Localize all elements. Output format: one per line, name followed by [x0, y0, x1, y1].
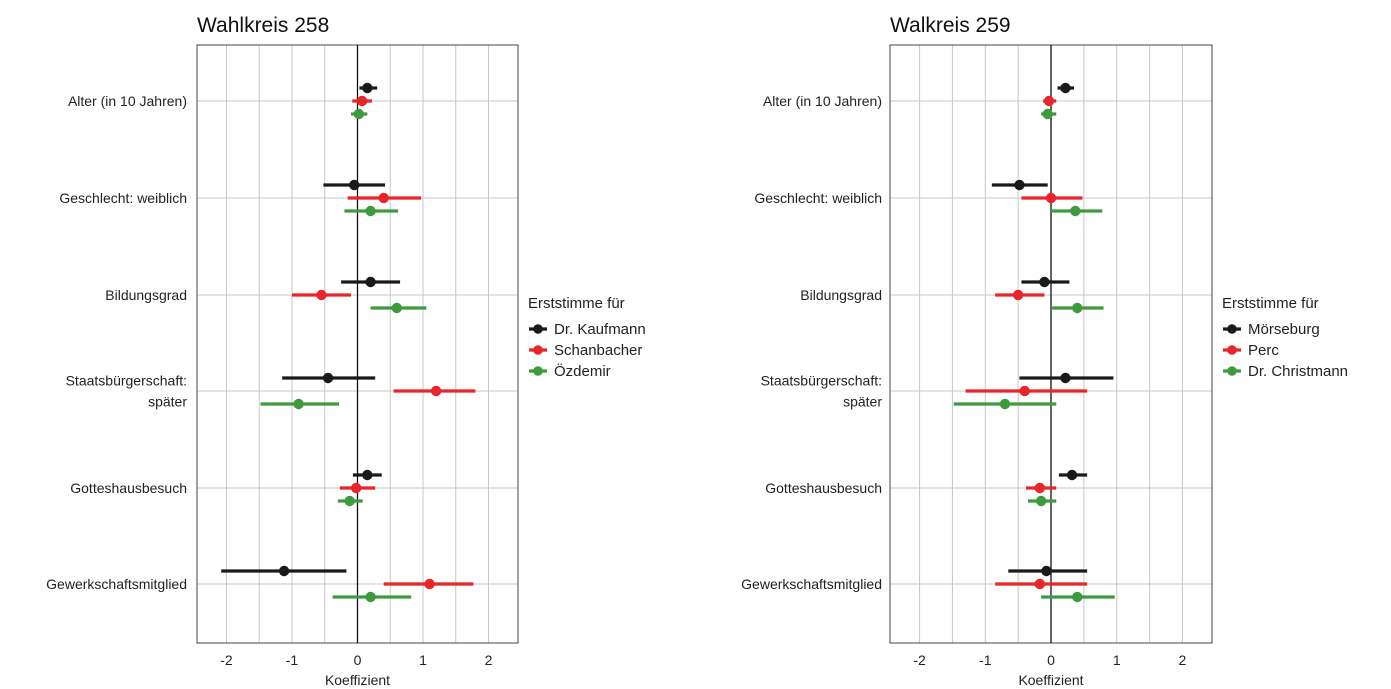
panel-2-point — [1041, 565, 1052, 577]
panel-2-point — [1072, 591, 1083, 603]
panel-1: Wahlkreis 258 -2 -1 0 1 2 Koeffizient Alter (in… — [46, 14, 646, 688]
panel-2-legend-swatch-dot — [1227, 366, 1237, 376]
panel-2-category-label: Gotteshausbesuch — [765, 480, 882, 496]
panel-1-legend-swatch-dot — [533, 324, 543, 334]
panel-1-legend-swatch-dot — [533, 366, 543, 376]
panel-1-x-tick-label: 0 — [354, 652, 362, 668]
panel-2-point — [1042, 108, 1053, 120]
panel-1-category-label: Geschlecht: weiblich — [59, 190, 187, 206]
panel-2-point — [1019, 385, 1030, 397]
panel-1-category-label: Gewerkschaftsmitglied — [46, 576, 187, 592]
panel-2-legend-swatch-dot — [1227, 324, 1237, 334]
panel-1-point — [349, 179, 360, 191]
panel-2-category-label: Alter (in 10 Jahren) — [763, 93, 882, 109]
panel-2-point — [999, 398, 1011, 410]
panel-2-legend-entry: Perc — [1248, 342, 1279, 359]
panel-2-legend: Erststimme für Mörseburg Perc Dr. Christman… — [1222, 295, 1348, 380]
panel-1-point — [344, 495, 355, 507]
panel-1-category-label: Gotteshausbesuch — [70, 480, 187, 496]
panel-2-x-tick-label: 0 — [1047, 652, 1055, 668]
panel-1-point — [424, 578, 435, 590]
panel-1-point — [350, 482, 362, 494]
panel-2-x-tick-label: -2 — [913, 652, 926, 668]
panel-2-x-axis-label: Koeffizient — [1018, 672, 1083, 688]
panel-2-point — [1070, 205, 1081, 217]
panel-2-title: Walkreis 259 — [890, 14, 1011, 37]
panel-1-category-label: Alter (in 10 Jahren) — [68, 93, 187, 109]
panel-1-legend-swatch-dot — [533, 345, 543, 355]
panel-2-legend-entry: Dr. Christmann — [1248, 363, 1348, 380]
panel-1-point — [353, 108, 365, 120]
panel-1-legend-entry: Özdemir — [554, 362, 611, 380]
panel-1-legend: Erststimme für Dr. Kaufmann Schanbacher Özd… — [528, 295, 646, 380]
panel-1-point — [322, 372, 334, 384]
panel-2-point — [1060, 82, 1071, 94]
panel-1-legend-entry: Dr. Kaufmann — [554, 321, 646, 338]
panel-1-point — [293, 398, 304, 410]
panel-2-point — [1012, 289, 1024, 301]
panel-1-legend-entry: Schanbacher — [554, 342, 642, 359]
panel-2-point — [1034, 482, 1046, 494]
panel-1-point — [365, 276, 376, 288]
panel-2-point — [1014, 179, 1025, 191]
panel-2-legend-entry: Mörseburg — [1248, 321, 1320, 338]
panel-2-point — [1072, 302, 1083, 314]
panel-2-point — [1039, 276, 1050, 288]
panel-2-point — [1034, 578, 1046, 590]
panel-2-category-label: Geschlecht: weiblich — [754, 190, 882, 206]
panel-1-x-tick-label: 1 — [419, 652, 427, 668]
panel-2-legend-swatch-dot — [1227, 345, 1237, 355]
panel-2: Walkreis 259 -2 -1 0 1 2 Koeffizient Alter (in … — [741, 14, 1348, 688]
panel-2-point — [1060, 372, 1071, 384]
panel-1-category-label: Staatsbürgerschaft: später — [66, 373, 188, 410]
panel-1-category-label: Bildungsgrad — [105, 287, 187, 303]
panel-2-point — [1035, 495, 1047, 507]
panel-1-x-tick-label: 2 — [485, 652, 493, 668]
panel-1-point — [316, 289, 327, 301]
panel-1-point — [278, 565, 290, 577]
panel-1-point — [391, 302, 403, 314]
panel-1-point — [362, 82, 373, 94]
panel-1-title: Wahlkreis 258 — [197, 14, 329, 37]
panel-2-x-tick-label: 1 — [1113, 652, 1121, 668]
panel-2-legend-title: Erststimme für — [1222, 295, 1319, 312]
panel-2-category-label: Staatsbürgerschaft: später — [761, 373, 883, 410]
panel-2-point — [1043, 95, 1055, 107]
panel-1-point — [430, 385, 442, 397]
panel-2-x-tick-label: 2 — [1179, 652, 1187, 668]
panel-1-point — [362, 469, 373, 481]
panel-2-category-label: Bildungsgrad — [800, 287, 882, 303]
panel-2-category-label: Gewerkschaftsmitglied — [741, 576, 882, 592]
panel-1-point — [356, 95, 368, 107]
panel-1-legend-title: Erststimme für — [528, 295, 625, 312]
panel-1-x-tick-label: -2 — [220, 652, 233, 668]
panel-1-x-axis-label: Koeffizient — [325, 672, 390, 688]
panel-1-point — [365, 591, 376, 603]
panel-2-point — [1066, 469, 1078, 481]
panel-2-point — [1045, 192, 1057, 204]
panel-1-point — [365, 205, 376, 217]
panel-1-x-tick-label: -1 — [286, 652, 299, 668]
panel-1-point — [378, 192, 389, 204]
panel-2-x-tick-label: -1 — [979, 652, 992, 668]
